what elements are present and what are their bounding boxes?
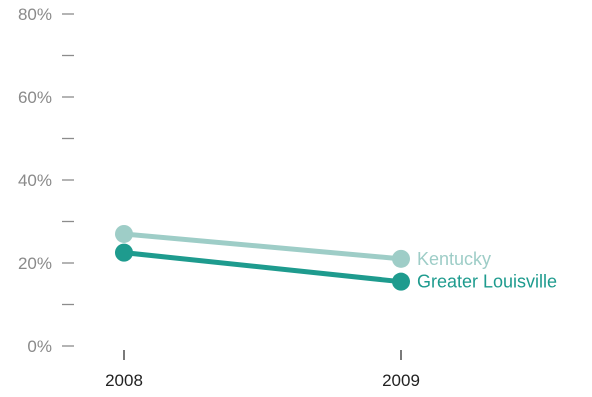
x-tick-label: 2008 [105,371,143,390]
series-line [123,231,402,262]
series-label: Kentucky [417,249,491,269]
series-label: Greater Louisville [417,272,557,292]
y-tick-label: 0% [27,337,52,356]
x-tick-label: 2009 [382,371,420,390]
series-point [115,224,133,243]
series-line [123,250,402,285]
y-tick-label: 80% [18,5,52,24]
y-tick-label: 20% [18,254,52,273]
series-point [392,249,410,268]
y-tick-label: 40% [18,171,52,190]
y-tick-label: 60% [18,88,52,107]
series-point [392,272,410,291]
series-point [115,243,133,262]
